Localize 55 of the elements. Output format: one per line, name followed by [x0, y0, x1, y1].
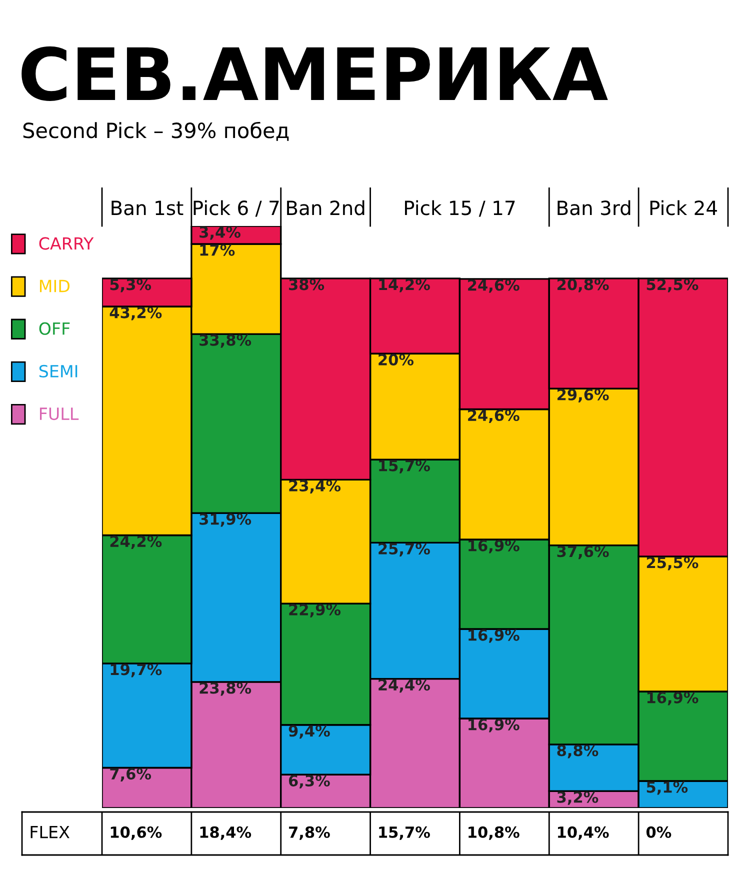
data-label: 25,5%	[646, 556, 698, 570]
data-label: 8,8%	[557, 744, 598, 758]
data-label: 17%	[200, 244, 235, 256]
data-label: 3,4%	[200, 226, 240, 240]
data-label: 25,7%	[378, 542, 430, 556]
text: 7,8%	[289, 826, 330, 840]
data-label: 16,9%	[468, 629, 520, 643]
data-label: 16,9%	[647, 692, 698, 706]
data-label: 14,2%	[379, 278, 430, 292]
data-label: 5,3%	[110, 278, 152, 292]
data-label: 24,6%	[468, 410, 520, 424]
data-label: 6,3%	[288, 774, 330, 788]
legend-label: SEMI	[39, 364, 78, 378]
data-label: 24,6%	[468, 279, 520, 293]
data-label: 23,4%	[289, 480, 341, 494]
text: 10,4%	[558, 826, 609, 840]
text: 18,4%	[200, 826, 252, 840]
legend-label: OFF	[39, 322, 70, 335]
data-label: 37,6%	[557, 546, 609, 560]
x-tick-label: Pick 6 / 7	[194, 200, 279, 217]
x-tick-label: Pick 24	[650, 200, 717, 216]
data-label: 5,1%	[646, 781, 688, 795]
x-tick-label: Ban 3rd	[558, 200, 630, 216]
data-label: 52,5%	[646, 278, 698, 292]
chart-subtitle: Second Pick – 39% побед	[23, 122, 289, 141]
text: 15,7%	[379, 826, 430, 840]
data-label: 20,8%	[558, 278, 609, 292]
data-label: 33,8%	[200, 334, 252, 348]
text: 10,6%	[110, 826, 162, 840]
data-label: 24,4%	[378, 679, 430, 693]
legend-label: MID	[40, 280, 70, 292]
data-label: 29,6%	[558, 388, 609, 402]
data-label: 7,6%	[110, 768, 152, 782]
data-label: 16,9%	[468, 718, 520, 732]
data-label: 19,7%	[110, 664, 162, 678]
text: FLEX	[30, 826, 70, 838]
x-tick-label: Ban 2nd	[287, 200, 364, 216]
x-tick-label: Ban 1st	[112, 200, 184, 216]
data-label: 43,2%	[110, 306, 162, 320]
text: 10,8%	[468, 826, 520, 840]
legend-label: CARRY	[39, 237, 94, 250]
legend-label: FULL	[40, 408, 79, 420]
data-label: 9,4%	[288, 725, 330, 739]
data-label: 31,9%	[200, 513, 252, 527]
data-label: 3,2%	[557, 791, 598, 805]
data-label: 15,7%	[379, 460, 430, 474]
data-label: 23,8%	[200, 682, 252, 696]
x-tick-label: Pick 15 / 17	[405, 200, 515, 217]
data-label: 20%	[378, 354, 414, 366]
text: 0%	[646, 826, 672, 838]
data-label: 24,2%	[110, 536, 162, 550]
data-label: 16,9%	[468, 540, 520, 554]
data-label: 22,9%	[289, 604, 341, 618]
chart-title: СЕВ.АМЕРИКА	[22, 46, 608, 102]
data-label: 38%	[289, 278, 324, 290]
